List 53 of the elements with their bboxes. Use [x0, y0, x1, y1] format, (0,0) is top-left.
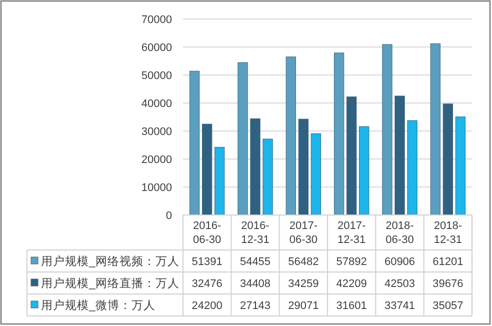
data-label: 35057: [432, 300, 464, 312]
data-label: 51391: [192, 256, 222, 268]
data-label: 42209: [336, 278, 367, 290]
data-label: 56482: [288, 256, 319, 268]
data-label: 42503: [384, 278, 416, 290]
x-tick-label: 2016-12-31: [241, 220, 270, 246]
data-label: 34408: [240, 278, 271, 290]
y-tick-label: 50000: [141, 70, 172, 82]
bar: [382, 44, 392, 216]
data-label: 57892: [336, 256, 367, 268]
y-tick-label: 40000: [141, 98, 172, 110]
bar: [202, 124, 212, 216]
bar: [250, 118, 260, 216]
bar: [298, 118, 308, 216]
x-tick-label: 2018-06-30: [386, 220, 414, 246]
data-label: 32476: [192, 278, 222, 290]
bar: [214, 146, 225, 216]
bar: [310, 133, 322, 216]
legend-label: 用户规模_网络直播：万人: [41, 276, 180, 290]
data-label: 61201: [432, 256, 464, 268]
x-tick-label: 2017-06-30: [289, 220, 318, 246]
bar: [455, 116, 466, 216]
bar: [286, 56, 296, 216]
bar: [359, 126, 370, 216]
data-label: 24200: [192, 300, 222, 312]
legend-label: 用户规模_微博：万人: [41, 298, 156, 312]
data-label: 33741: [384, 300, 416, 312]
data-label: 27143: [240, 300, 271, 312]
x-tick-label: 2017-12-31: [338, 220, 366, 246]
data-label: 54455: [240, 256, 271, 268]
bar: [189, 70, 200, 216]
y-tick-label: 0: [166, 210, 172, 222]
y-tick-label: 70000: [141, 14, 172, 26]
x-tick-label: 2018-12-31: [434, 220, 462, 246]
bar: [334, 52, 344, 216]
data-label: 60906: [384, 256, 416, 268]
y-tick-label: 30000: [141, 126, 172, 138]
legend-label: 用户规模_网络视频：万人: [41, 254, 180, 268]
bar: [442, 104, 453, 216]
bar: [238, 62, 248, 216]
bar: [346, 96, 357, 216]
data-label: 34259: [288, 278, 319, 290]
data-label: 31601: [336, 300, 367, 312]
bar: [407, 120, 418, 216]
bar: [394, 96, 405, 216]
x-tick-label: 2016-06-30: [193, 220, 222, 246]
y-tick-label: 60000: [141, 42, 172, 54]
data-label: 39676: [432, 278, 464, 290]
data-label: 29071: [288, 300, 319, 312]
bar: [262, 138, 273, 216]
y-tick-label: 10000: [141, 182, 172, 194]
bar: [430, 43, 440, 216]
y-tick-label: 20000: [141, 154, 172, 166]
